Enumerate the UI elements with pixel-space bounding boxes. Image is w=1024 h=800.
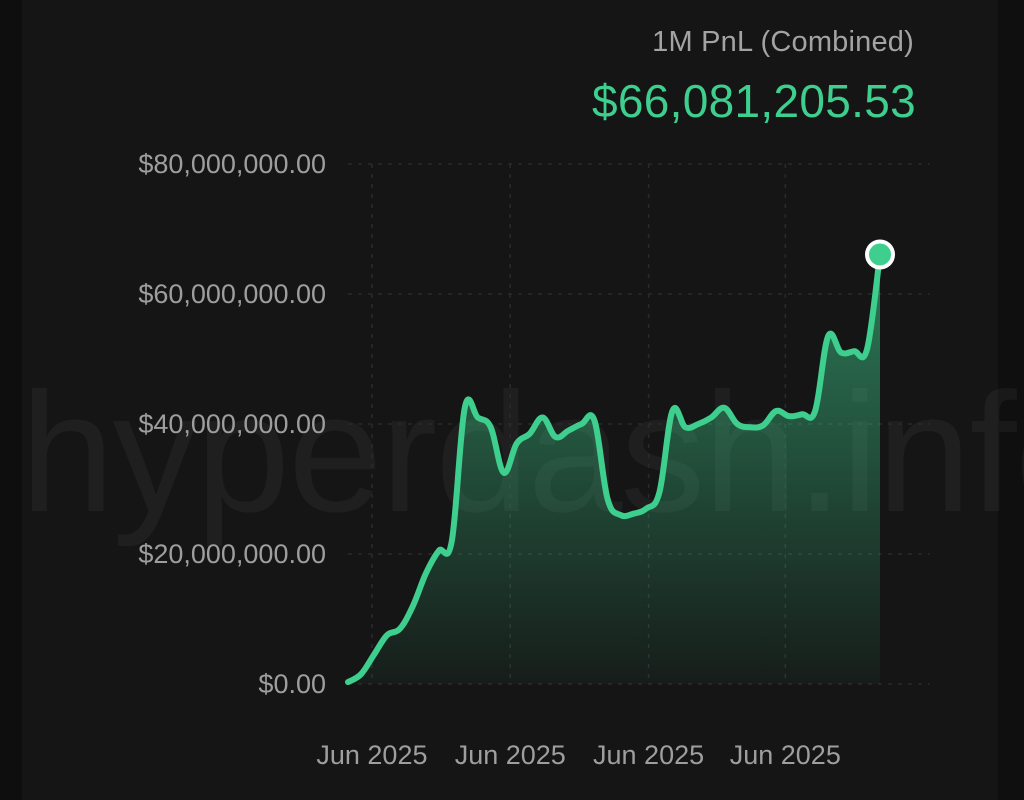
x-tick-label: Jun 2025 xyxy=(593,740,704,770)
y-tick-label: $80,000,000.00 xyxy=(138,149,326,179)
y-axis-labels: $0.00 $20,000,000.00 $40,000,000.00 $60,000… xyxy=(138,149,326,699)
y-tick-label: $60,000,000.00 xyxy=(138,279,326,309)
left-edge xyxy=(0,0,22,800)
x-tick-label: Jun 2025 xyxy=(730,740,841,770)
x-axis-labels: Jun 2025 Jun 2025 Jun 2025 Jun 2025 xyxy=(316,740,840,770)
y-tick-label: $0.00 xyxy=(258,669,326,699)
pnl-total-value: $66,081,205.53 xyxy=(592,75,916,127)
y-tick-label: $20,000,000.00 xyxy=(138,539,326,569)
y-tick-label: $40,000,000.00 xyxy=(138,409,326,439)
x-tick-label: Jun 2025 xyxy=(316,740,427,770)
right-edge xyxy=(998,0,1024,800)
latest-point-marker[interactable] xyxy=(865,239,895,270)
pnl-period-label: 1M PnL (Combined) xyxy=(652,26,914,58)
pnl-line xyxy=(345,251,883,686)
pnl-area xyxy=(348,254,880,684)
x-tick-label: Jun 2025 xyxy=(455,740,566,770)
